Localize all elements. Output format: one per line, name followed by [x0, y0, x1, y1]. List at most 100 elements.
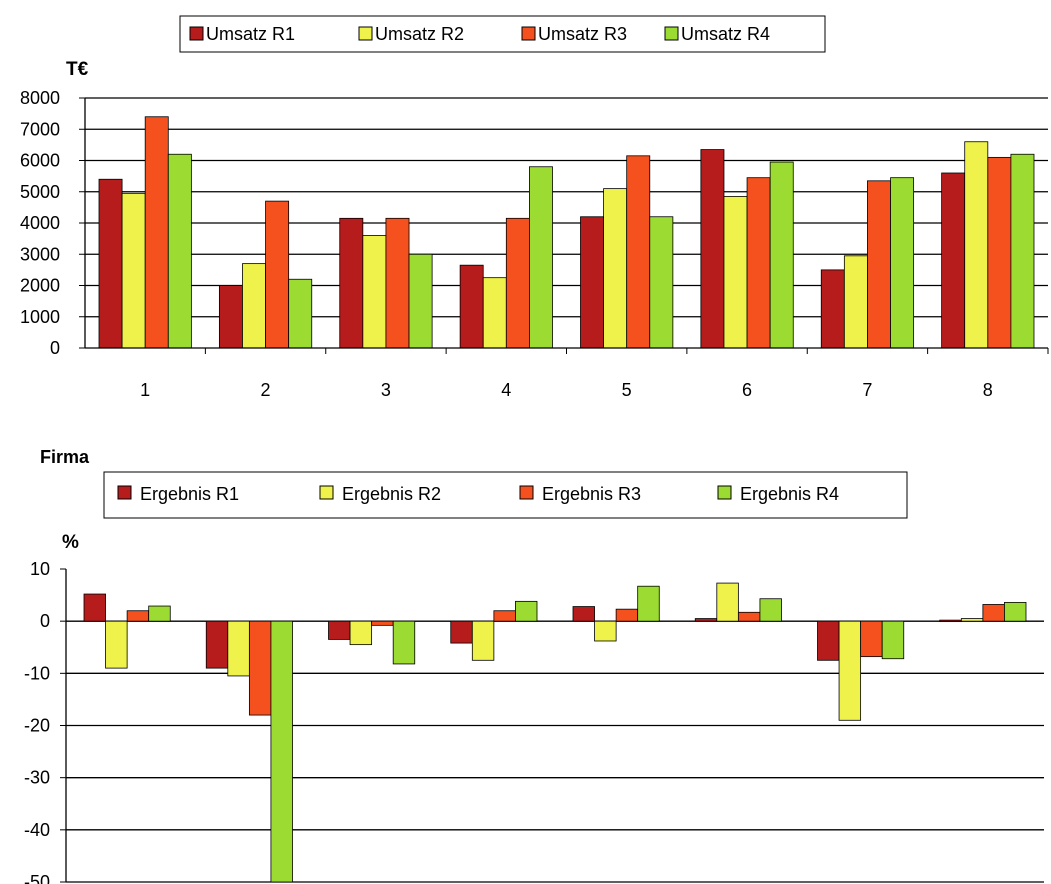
ergebnis-bar-r4-firma-2 [270, 620, 293, 883]
ergebnis-bar-r3-firma-4 [493, 610, 516, 622]
ergebnis-y-tick-label: -20 [24, 716, 50, 736]
umsatz-bar-r1-firma-1 [98, 178, 123, 349]
ergebnis-y-tick-label: -10 [24, 663, 50, 683]
ergebnis-bar-r1-firma-1 [83, 593, 106, 622]
umsatz-bar-r4-firma-6 [769, 161, 794, 349]
ergebnis-legend-label-r3: Ergebnis R3 [542, 484, 641, 504]
ergebnis-bar-r1-firma-5 [572, 606, 595, 622]
umsatz-y-tick-label: 0 [50, 338, 60, 358]
umsatz-bar-r1-firma-6 [700, 149, 725, 349]
umsatz-bar-r4-firma-1 [167, 153, 192, 349]
ergebnis-bar-r3-firma-3 [371, 620, 394, 626]
ergebnis-legend-swatch-r2 [319, 485, 334, 500]
ergebnis-bar-r4-firma-6 [759, 598, 782, 622]
ergebnis-y-tick-label: 10 [30, 559, 50, 579]
umsatz-bar-r2-firma-7 [843, 255, 868, 349]
umsatz-legend-swatch-r2 [358, 26, 373, 41]
umsatz-legend-label-r2: Umsatz R2 [375, 24, 464, 44]
ergebnis-legend-swatch-r1 [117, 485, 132, 500]
umsatz-y-tick-label: 4000 [20, 213, 60, 233]
ergebnis-bar-r4-firma-5 [637, 585, 660, 622]
ergebnis-bar-r4-firma-7 [881, 620, 905, 660]
umsatz-chart: T€ 8000 7000 6000 5000 4000 3000 2000 1000 0 1 2 3 4… [20, 15, 1049, 400]
ergebnis-legend-box [103, 471, 908, 519]
umsatz-bar-r1-firma-4 [459, 264, 484, 349]
ergebnis-bar-r3-firma-8 [982, 604, 1005, 622]
umsatz-bar-r4-firma-7 [890, 177, 915, 349]
ergebnis-legend-label-r2: Ergebnis R2 [342, 484, 441, 504]
ergebnis-bar-r4-firma-1 [148, 605, 171, 622]
umsatz-bar-r4-firma-4 [529, 166, 553, 349]
umsatz-bar-r4-firma-2 [288, 278, 313, 349]
umsatz-plot-area: 8000 7000 6000 5000 4000 3000 2000 1000 0 1 2 3 4 5 6 7… [20, 24, 1049, 400]
umsatz-bar-r3-firma-5 [626, 155, 651, 349]
umsatz-x-tick-label: 8 [983, 380, 993, 400]
umsatz-bar-r2-firma-3 [362, 235, 387, 349]
umsatz-x-tick-label: 4 [501, 380, 511, 400]
ergebnis-bar-r4-firma-4 [515, 600, 538, 622]
umsatz-bar-r3-firma-7 [867, 180, 891, 349]
ergebnis-bar-r1-firma-4 [450, 620, 473, 644]
x-axis-title-firma: Firma [40, 447, 90, 467]
ergebnis-bar-r3-firma-1 [126, 610, 150, 622]
umsatz-bar-r4-firma-5 [649, 216, 674, 349]
umsatz-y-tick-label: 2000 [20, 276, 60, 296]
umsatz-x-tick-label: 5 [622, 380, 632, 400]
ergebnis-legend-label-r4: Ergebnis R4 [740, 484, 839, 504]
umsatz-bar-r3-firma-8 [987, 156, 1012, 349]
ergebnis-bar-r2-firma-5 [594, 620, 617, 642]
ergebnis-bar-r3-firma-5 [615, 608, 639, 622]
ergebnis-bar-r3-firma-6 [737, 611, 761, 622]
umsatz-bar-r4-firma-3 [408, 253, 433, 349]
ergebnis-bar-r1-firma-6 [694, 618, 718, 622]
umsatz-legend-label-r1: Umsatz R1 [206, 24, 295, 44]
ergebnis-bar-r1-firma-2 [205, 620, 229, 669]
ergebnis-bar-r2-firma-3 [349, 620, 373, 646]
ergebnis-bar-r1-firma-7 [817, 620, 840, 661]
umsatz-bar-r2-firma-1 [121, 192, 146, 349]
umsatz-bar-r1-firma-3 [339, 217, 364, 349]
ergebnis-bar-r2-firma-8 [960, 618, 984, 622]
ergebnis-bar-r2-firma-6 [716, 582, 739, 622]
ergebnis-bar-r2-firma-4 [471, 620, 495, 661]
umsatz-y-tick-label: 6000 [20, 151, 60, 171]
ergebnis-bar-r2-firma-1 [105, 620, 128, 669]
umsatz-bar-r2-firma-4 [482, 277, 507, 349]
umsatz-x-tick-label: 2 [261, 380, 271, 400]
ergebnis-legend-swatch-r4 [717, 485, 732, 500]
umsatz-legend-box [179, 15, 826, 53]
umsatz-bar-r3-firma-6 [746, 177, 771, 349]
ergebnis-plot-area: 10 0 -10 -20 -30 -40 -50 Ergebnis R1 Ergebnis R2… [24, 484, 1044, 884]
umsatz-bar-r2-firma-8 [964, 141, 989, 349]
umsatz-bar-r2-firma-2 [242, 263, 266, 349]
umsatz-y-tick-label: 8000 [20, 88, 60, 108]
ergebnis-chart: % 10 0 -10 -20 -30 -40 -50 Ergebnis R1 Ergebnis … [24, 471, 1044, 884]
umsatz-legend-swatch-r3 [521, 26, 536, 41]
umsatz-legend-swatch-r1 [189, 26, 204, 41]
umsatz-x-tick-label: 3 [381, 380, 391, 400]
ergebnis-bar-r1-firma-3 [328, 620, 351, 640]
umsatz-bar-r2-firma-6 [723, 196, 748, 349]
umsatz-bar-r1-firma-2 [218, 285, 243, 349]
ergebnis-y-tick-label: -40 [24, 820, 50, 840]
umsatz-bar-r1-firma-5 [580, 216, 604, 349]
ergebnis-bar-r2-firma-2 [227, 620, 250, 677]
ergebnis-bar-r3-firma-2 [248, 620, 272, 716]
umsatz-legend-label-r4: Umsatz R4 [681, 24, 770, 44]
umsatz-bar-r1-firma-7 [820, 269, 845, 349]
ergebnis-y-tick-label: -30 [24, 768, 50, 788]
umsatz-legend-label-r3: Umsatz R3 [538, 24, 627, 44]
umsatz-bar-r1-firma-8 [941, 172, 966, 349]
umsatz-x-tick-label: 1 [140, 380, 150, 400]
umsatz-x-tick-label: 7 [862, 380, 872, 400]
umsatz-y-tick-label: 3000 [20, 244, 60, 264]
ergebnis-y-unit-label: % [62, 532, 79, 553]
ergebnis-legend-swatch-r3 [519, 485, 534, 500]
umsatz-bar-r4-firma-8 [1010, 153, 1035, 349]
umsatz-bar-r3-firma-1 [144, 116, 169, 349]
ergebnis-bar-r4-firma-3 [392, 620, 416, 665]
ergebnis-y-tick-label: -50 [24, 872, 50, 884]
ergebnis-bar-r1-firma-8 [939, 619, 962, 623]
umsatz-bar-r3-firma-4 [505, 217, 530, 349]
